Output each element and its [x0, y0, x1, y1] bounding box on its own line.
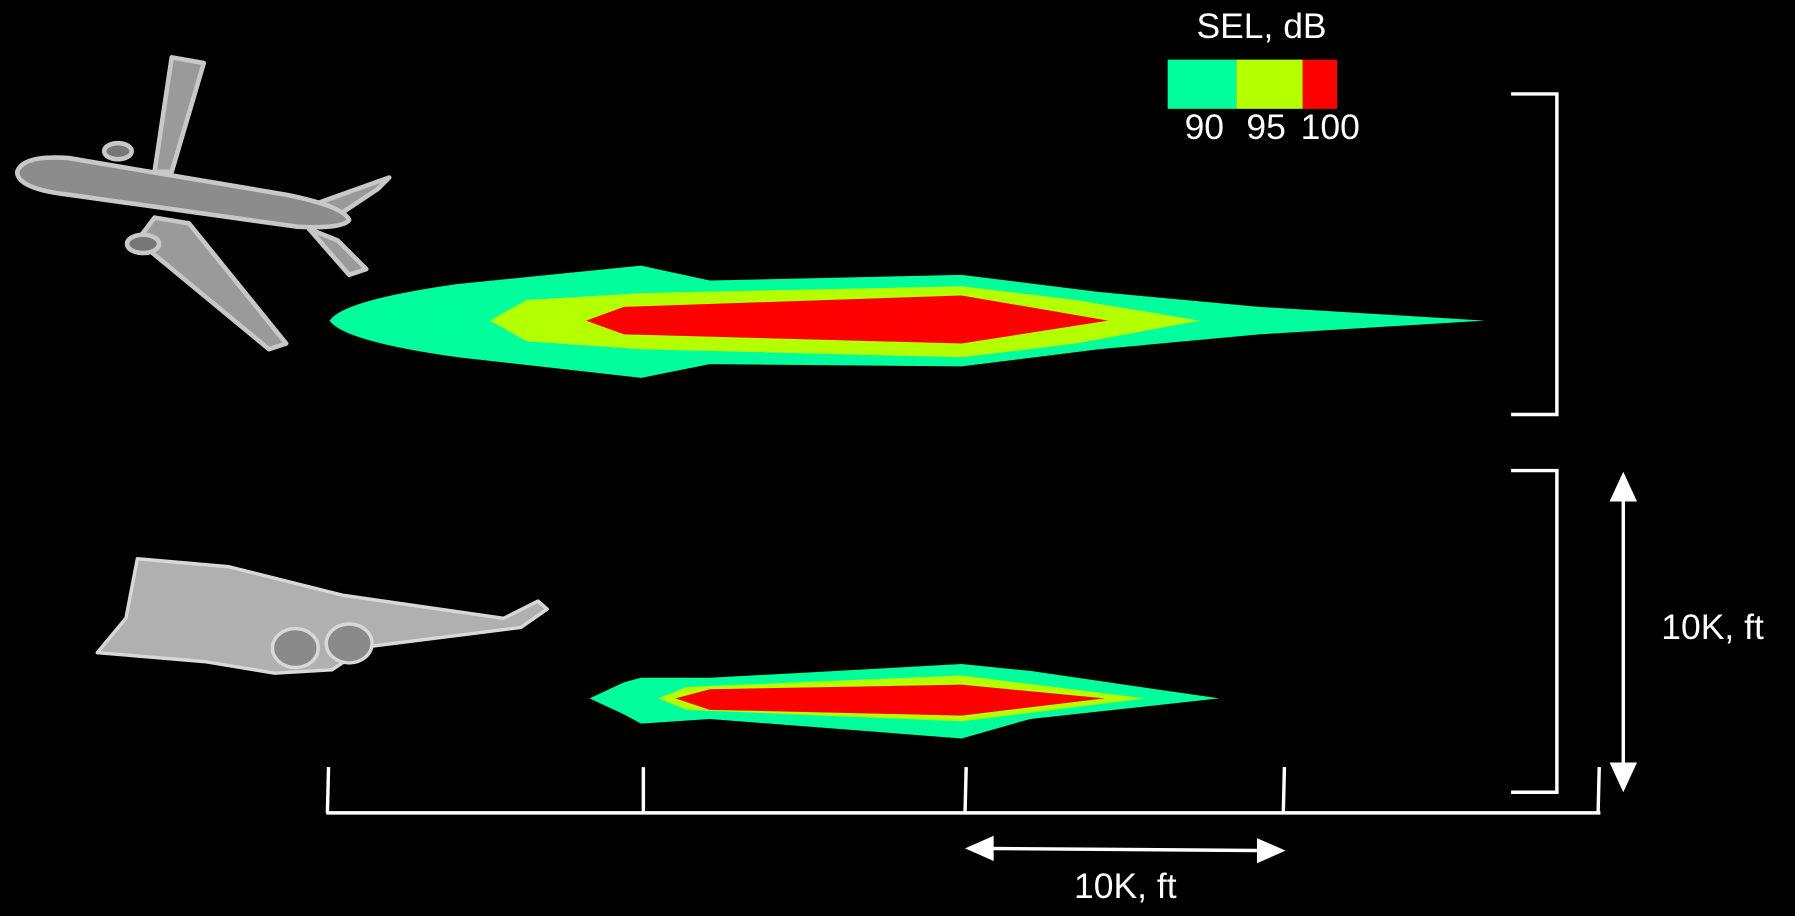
figure: SEL, dB 90 95 100 10K, ft 10K, ft — [0, 0, 1795, 916]
legend-swatch — [1303, 60, 1337, 109]
legend-title: SEL, dB — [1196, 6, 1326, 46]
legend-label: 90 — [1185, 107, 1224, 147]
legend-swatch — [1236, 60, 1302, 109]
scale-arrow — [975, 848, 1275, 850]
page: SEL, dB 90 95 100 10K, ft 10K, ft (() =>… — [0, 0, 1795, 916]
legend-label: 100 — [1301, 107, 1360, 147]
scale-label: 10K, ft — [1074, 866, 1177, 906]
legend-swatch — [1168, 60, 1237, 109]
background — [0, 0, 1795, 916]
scale-label: 10K, ft — [1661, 607, 1764, 647]
legend-label: 95 — [1246, 107, 1285, 147]
